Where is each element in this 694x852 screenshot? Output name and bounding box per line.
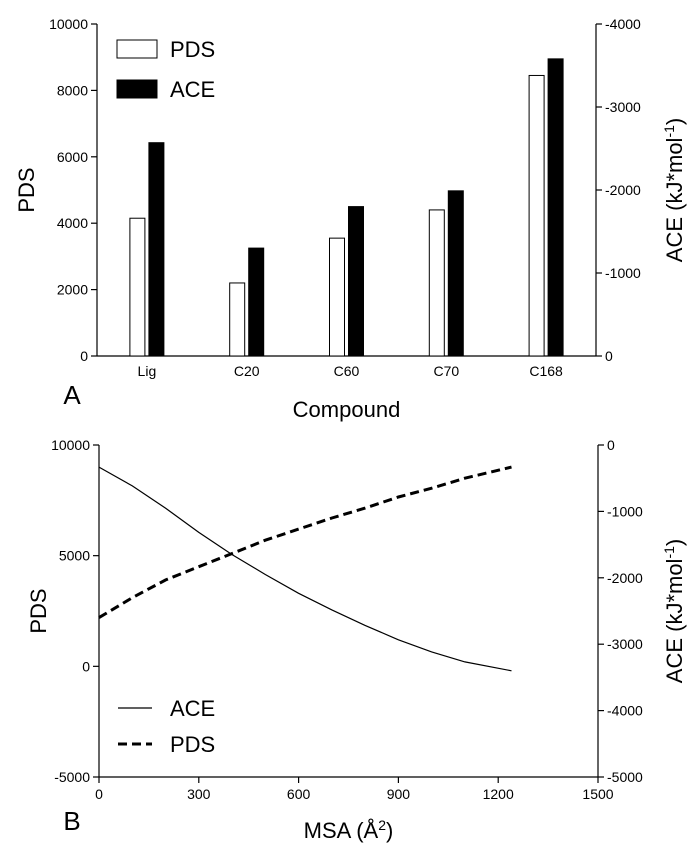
x-tick-label: 600 bbox=[287, 786, 311, 802]
bar-ace bbox=[348, 206, 364, 357]
bar-pds bbox=[428, 209, 445, 357]
right-tick-label: -1000 bbox=[607, 503, 643, 519]
right-tick-label: -4000 bbox=[605, 16, 641, 32]
right-tick-label: -2000 bbox=[605, 182, 641, 198]
x-tick-label: 1200 bbox=[483, 786, 514, 802]
bar-ace bbox=[248, 247, 265, 357]
panel-label-b: B bbox=[63, 806, 80, 836]
left-tick-label: 2000 bbox=[57, 282, 88, 298]
left-tick-label: 5000 bbox=[59, 548, 90, 564]
panel-b-line-chart: -5000 0 5000 10000 -5000 -4000 -3000 -2000 -1000… bbox=[26, 437, 687, 843]
legend-swatch-pds bbox=[116, 39, 158, 59]
left-tick-label: 8000 bbox=[57, 82, 88, 98]
category-label: C70 bbox=[433, 363, 459, 379]
left-tick-label: 0 bbox=[82, 658, 90, 674]
legend-label-ace: ACE bbox=[170, 77, 215, 102]
category-label: C168 bbox=[529, 363, 563, 379]
left-axis-title: PDS bbox=[14, 167, 39, 212]
right-tick-label: -5000 bbox=[607, 769, 643, 785]
legend-label-pds: PDS bbox=[170, 37, 215, 62]
left-axis-title: PDS bbox=[26, 588, 51, 633]
left-tick-label: 10000 bbox=[51, 437, 90, 453]
left-tick-label: -5000 bbox=[54, 769, 90, 785]
legend-label-pds: PDS bbox=[170, 732, 215, 757]
x-axis-title: MSA (Å2) bbox=[304, 817, 394, 843]
bar-ace bbox=[547, 58, 564, 357]
right-tick-label: -4000 bbox=[607, 703, 643, 719]
category-label: Lig bbox=[138, 363, 157, 379]
category-label: C60 bbox=[334, 363, 360, 379]
right-tick-label: 0 bbox=[605, 348, 613, 364]
bar-pds bbox=[329, 237, 345, 357]
x-tick-label: 1500 bbox=[582, 786, 613, 802]
series-line-pds bbox=[98, 465, 512, 619]
left-tick-label: 10000 bbox=[49, 16, 88, 32]
x-tick-label: 300 bbox=[187, 786, 211, 802]
panel-label-a: A bbox=[63, 380, 81, 410]
category-label: C20 bbox=[234, 363, 260, 379]
right-tick-label: -3000 bbox=[605, 99, 641, 115]
x-tick-label: 900 bbox=[387, 786, 411, 802]
right-axis-title: ACE (kJ*mol-1) bbox=[661, 539, 687, 683]
series-line-ace bbox=[98, 466, 512, 672]
right-axis-title: ACE (kJ*mol-1) bbox=[661, 118, 687, 262]
bar-pds bbox=[129, 217, 146, 357]
right-tick-label: -2000 bbox=[607, 570, 643, 586]
left-tick-label: 4000 bbox=[57, 215, 88, 231]
right-tick-label: 0 bbox=[607, 437, 615, 453]
right-tick-label: -3000 bbox=[607, 636, 643, 652]
bar-ace bbox=[447, 190, 464, 357]
bar-ace bbox=[148, 142, 165, 357]
legend-swatch-ace bbox=[116, 79, 158, 99]
legend-label-ace: ACE bbox=[170, 696, 215, 721]
left-tick-label: 0 bbox=[80, 348, 88, 364]
right-tick-label: -1000 bbox=[605, 265, 641, 281]
x-tick-label: 0 bbox=[95, 786, 103, 802]
bar-pds bbox=[229, 282, 246, 357]
panel-a-bar-chart: 0 2000 4000 6000 8000 10000 0 -1000 -2000 -3000 -4… bbox=[14, 16, 687, 422]
bar-pds bbox=[528, 74, 545, 357]
x-axis-title: Compound bbox=[293, 397, 401, 422]
left-tick-label: 6000 bbox=[57, 149, 88, 165]
